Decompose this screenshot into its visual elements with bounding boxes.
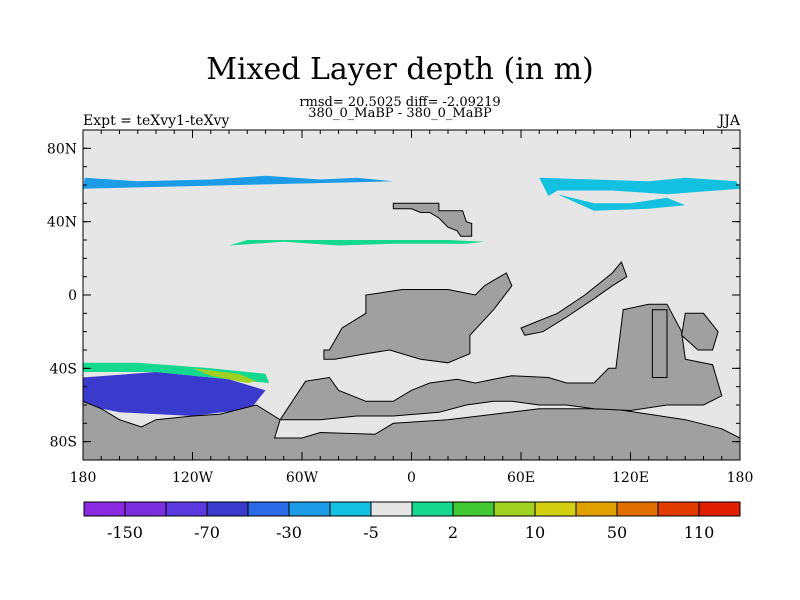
colorbar-swatch-3 bbox=[206, 501, 249, 517]
y-tick-label-1: 40N bbox=[47, 215, 77, 231]
land-india-se-asia bbox=[520, 261, 628, 336]
colorbar-swatch-11 bbox=[534, 501, 577, 517]
y-tick-label-2: 0 bbox=[68, 288, 77, 304]
x-tick-label-3: 0 bbox=[407, 470, 416, 486]
colorbar-swatch-9 bbox=[452, 501, 495, 517]
colorbar-label-7: 110 bbox=[684, 523, 715, 542]
colorbar-swatch-15 bbox=[698, 501, 741, 517]
colorbar-label-4: 2 bbox=[448, 523, 458, 542]
land-south-ring bbox=[83, 400, 740, 460]
map-layer bbox=[83, 130, 740, 460]
land-africa-arabia bbox=[323, 272, 513, 364]
colorbar-swatch-2 bbox=[165, 501, 208, 517]
x-tick-label-0: 180 bbox=[70, 470, 97, 486]
colorbar-swatch-10 bbox=[493, 501, 536, 517]
colorbar-layer: -150 -70 -30 -5 2 10 50 110 bbox=[83, 501, 741, 542]
y-tick-label-4: 80S bbox=[50, 435, 77, 451]
colorbar-label-5: 10 bbox=[525, 523, 545, 542]
land-east-land bbox=[651, 309, 668, 378]
x-tick-label-4: 60E bbox=[507, 470, 535, 486]
right-string: JJA bbox=[718, 113, 740, 129]
x-tick-label-6: 180 bbox=[727, 470, 754, 486]
y-tick-label-0: 80N bbox=[47, 141, 77, 157]
contour-region-0 bbox=[83, 175, 394, 189]
colorbar-swatch-1 bbox=[124, 501, 167, 517]
colorbar-swatch-5 bbox=[288, 501, 331, 517]
contour-region-4 bbox=[83, 372, 266, 416]
colorbar-swatch-0 bbox=[83, 501, 126, 517]
colorbar-swatch-6 bbox=[329, 501, 372, 517]
colorbar-label-1: -70 bbox=[194, 523, 220, 542]
left-string: Expt = teXvy1-teXvy bbox=[83, 113, 230, 129]
axis-layer: 180 120W 60W 0 60E 120E 180 80N 40N 0 40S 80S bbox=[47, 129, 754, 486]
colorbar-swatch-7 bbox=[370, 501, 413, 517]
colorbar-swatch-12 bbox=[575, 501, 618, 517]
land-antarctic-shelf bbox=[279, 303, 723, 421]
case-text: 380_0_MaBP - 380_0_MaBP bbox=[308, 106, 492, 121]
land-aus-east bbox=[681, 312, 719, 351]
colorbar-label-2: -30 bbox=[276, 523, 302, 542]
x-tick-label-1: 120W bbox=[172, 470, 214, 486]
contour-region-2 bbox=[557, 194, 686, 211]
x-tick-label-5: 120E bbox=[612, 470, 649, 486]
y-tick-label-3: 40S bbox=[50, 361, 77, 377]
colorbar-swatch-14 bbox=[657, 501, 700, 517]
colorbar-swatch-4 bbox=[247, 501, 290, 517]
contour-region-6 bbox=[192, 368, 257, 383]
colorbar-swatch-13 bbox=[616, 501, 659, 517]
chart-title: Mixed Layer depth (in m) bbox=[206, 52, 594, 87]
colorbar-swatch-8 bbox=[411, 501, 454, 517]
contour-region-7 bbox=[229, 240, 485, 246]
x-tick-label-2: 60W bbox=[286, 470, 319, 486]
contour-region-1 bbox=[539, 177, 740, 196]
stats-text: rmsd= 20.5025 diff= -2.09219 bbox=[299, 95, 501, 110]
colorbar-label-3: -5 bbox=[363, 523, 379, 542]
colorbar-label-0: -150 bbox=[107, 523, 143, 542]
colorbar-label-6: 50 bbox=[607, 523, 627, 542]
land-north-america-patch bbox=[392, 202, 473, 237]
